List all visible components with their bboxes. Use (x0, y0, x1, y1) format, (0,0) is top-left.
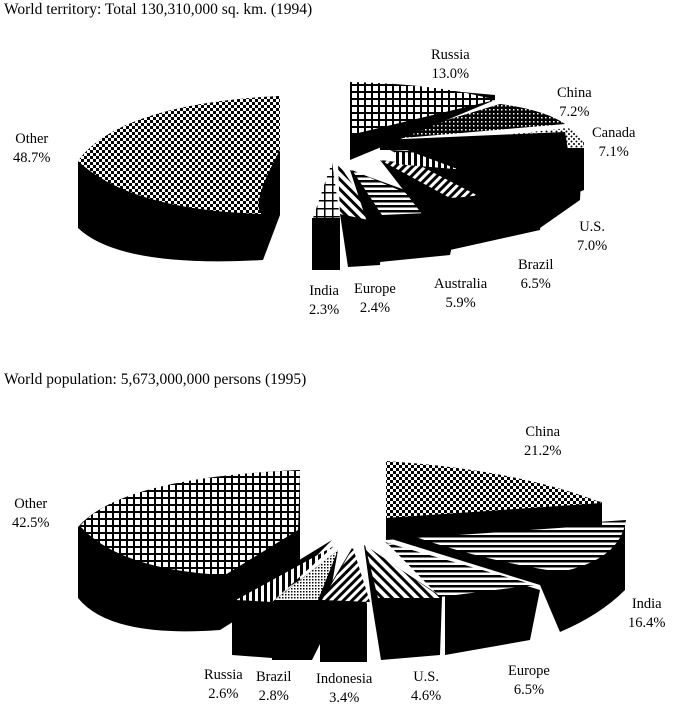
slice-china (386, 461, 602, 540)
label-territory-canada: Canada 7.1% (592, 125, 636, 160)
territory-pie-chart (78, 82, 584, 270)
slice-india (312, 162, 340, 270)
slice-indonesia (320, 548, 370, 662)
population-chart-title: World population: 5,673,000,000 persons … (4, 371, 307, 388)
slice-other (78, 470, 300, 632)
label-population-russia: Russia 2.6% (204, 667, 243, 702)
label-population-india: India 16.4% (628, 596, 666, 631)
territory-chart-title: World territory: Total 130,310,000 sq. k… (4, 1, 313, 18)
label-population-other: Other 42.5% (12, 496, 50, 531)
label-territory-other: Other 48.7% (13, 131, 51, 166)
slice-europe (385, 542, 540, 655)
label-population-china: China 21.2% (524, 424, 562, 459)
label-population-us: U.S. 4.6% (411, 669, 442, 704)
slice-other (78, 96, 280, 262)
label-population-europe: Europe 6.5% (508, 663, 550, 698)
population-pie-chart (78, 461, 626, 662)
label-territory-india: India 2.3% (309, 283, 340, 318)
slice-russia (232, 540, 334, 658)
label-territory-australia: Australia 5.9% (434, 276, 488, 311)
label-territory-russia: Russia 13.0% (431, 47, 470, 82)
label-territory-brazil: Brazil 6.5% (518, 257, 554, 292)
label-population-brazil: Brazil 2.8% (256, 669, 292, 704)
label-population-indonesia: Indonesia 3.4% (316, 671, 373, 706)
label-territory-china: China 7.2% (557, 85, 592, 120)
label-territory-us: U.S. 7.0% (577, 219, 608, 254)
label-territory-europe: Europe 2.4% (354, 281, 396, 316)
slice-russia (350, 82, 495, 160)
slice-us (364, 545, 442, 660)
slice-china (380, 104, 568, 150)
